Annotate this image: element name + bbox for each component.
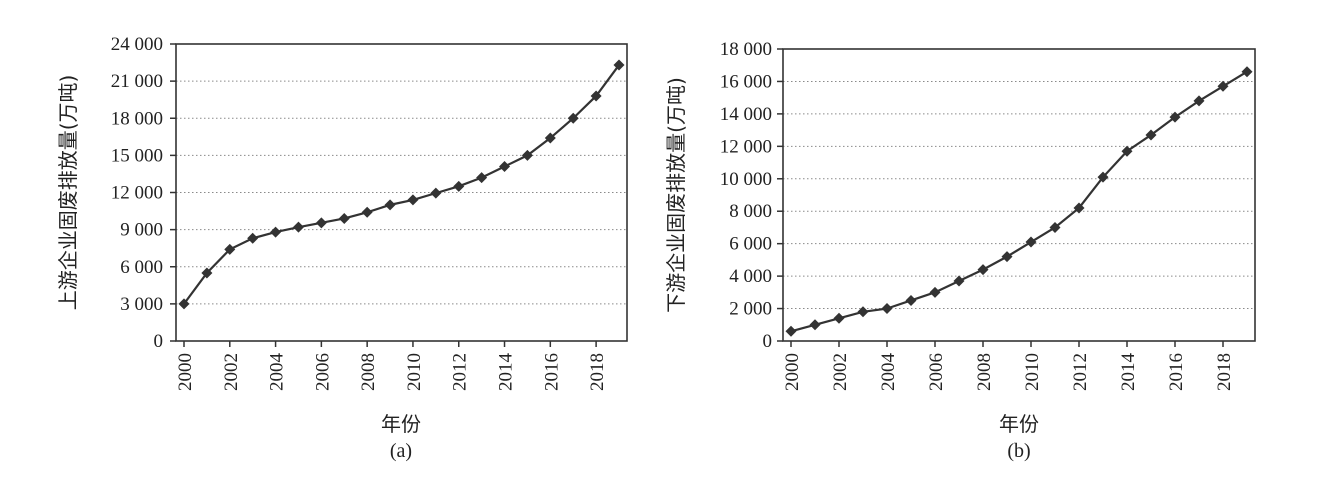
chart-b-ytick-label: 16 000 <box>720 71 772 92</box>
chart-b-data-point <box>1097 171 1109 183</box>
chart-b: 0 2 000 4 000 6 000 8 000 10 000 12 000 14 000 1… <box>664 39 1256 462</box>
chart-a-xtick-label: 2004 <box>267 353 288 392</box>
chart-a-xtick-label: 2010 <box>404 353 425 391</box>
chart-a-series-line <box>183 64 620 305</box>
chart-b-data-point <box>785 325 797 337</box>
chart-a-xtick-label: 2000 <box>175 353 196 391</box>
chart-a-data-point <box>178 298 190 310</box>
chart-b-data-point <box>1193 95 1205 107</box>
chart-a-caption: (a) <box>390 440 412 462</box>
chart-a-data-point <box>384 199 396 211</box>
chart-a-data-point <box>201 267 213 279</box>
chart-b-data-point <box>1073 202 1085 214</box>
chart-b-ytick-label: 4 000 <box>729 266 772 287</box>
chart-a-ytick-label: 3 000 <box>120 294 163 315</box>
chart-a-xtick-label: 2018 <box>587 353 608 391</box>
chart-a-data-point <box>521 149 533 161</box>
chart-b-ytick-label: 0 <box>763 331 773 352</box>
chart-a-xtick-label: 2016 <box>541 353 562 391</box>
chart-b-data-point <box>953 275 965 287</box>
chart-b-ytick-label: 10 000 <box>720 169 772 190</box>
chart-b-plot-frame <box>782 48 1256 342</box>
chart-b-data-point <box>1121 145 1133 157</box>
chart-b-ytick-label: 18 000 <box>720 39 772 60</box>
chart-a-data-point <box>247 232 259 244</box>
chart-a-xtick-label: 2012 <box>450 353 471 391</box>
chart-a-data-point <box>224 243 236 255</box>
chart-a-data-point <box>544 132 556 144</box>
chart-a-ytick-label: 12 000 <box>111 183 163 204</box>
chart-a-data-point <box>407 194 419 206</box>
chart-b-ytick-label: 2 000 <box>729 299 772 320</box>
chart-b-data-point <box>1049 221 1061 233</box>
chart-a-data-point <box>270 226 282 238</box>
chart-b-xtick-label: 2010 <box>1022 353 1043 391</box>
chart-a-data-point <box>453 180 465 192</box>
chart-b-xtick-label: 2004 <box>878 353 899 392</box>
chart-a-data-point <box>315 217 327 229</box>
chart-b-data-point <box>1169 111 1181 123</box>
chart-b-xtick-label: 2000 <box>782 353 803 391</box>
chart-b-data-point <box>1025 236 1037 248</box>
chart-b-xlabel: 年份 <box>999 412 1039 436</box>
chart-b-ylabel: 下游企业固废排放量(万吨) <box>664 77 688 313</box>
chart-a-xtick-label: 2006 <box>312 353 333 391</box>
chart-a-data-point <box>499 161 511 173</box>
chart-b-series-line <box>790 70 1248 333</box>
chart-a-data-point <box>567 112 579 124</box>
chart-a-ytick-label: 6 000 <box>120 257 163 278</box>
chart-b-caption: (b) <box>1007 440 1030 462</box>
chart-a-xtick-label: 2008 <box>358 353 379 391</box>
chart-b-ytick-label: 8 000 <box>729 201 772 222</box>
chart-b-data-point <box>1001 251 1013 263</box>
chart-b-xtick-label: 2014 <box>1118 353 1139 392</box>
chart-a-data-point <box>430 187 442 199</box>
chart-b-ytick-label: 12 000 <box>720 136 772 157</box>
chart-a-data-point <box>338 212 350 224</box>
chart-a-ytick-label: 18 000 <box>111 108 163 129</box>
chart-b-xtick-label: 2018 <box>1214 353 1235 391</box>
chart-a-xtick-label: 2002 <box>221 353 242 391</box>
chart-b-xtick-label: 2006 <box>926 353 947 391</box>
chart-b-data-point <box>1145 129 1157 141</box>
chart-a-data-point <box>361 206 373 218</box>
chart-b-xtick-label: 2016 <box>1166 353 1187 391</box>
chart-a-data-point <box>613 59 625 71</box>
chart-b-data-point <box>1241 66 1253 78</box>
chart-b-data-point <box>929 286 941 298</box>
chart-a-data-point <box>292 221 304 233</box>
chart-a-ytick-label: 21 000 <box>111 71 163 92</box>
chart-a-data-point <box>476 172 488 184</box>
chart-b-data-point <box>881 303 893 315</box>
chart-b-ytick-label: 14 000 <box>720 104 772 125</box>
chart-b-data-point <box>833 312 845 324</box>
chart-b-data-point <box>809 319 821 331</box>
chart-b-data-point <box>857 306 869 318</box>
chart-b-xtick-label: 2002 <box>830 353 851 391</box>
chart-a-xtick-label: 2014 <box>496 353 517 392</box>
chart-b-ytick-label: 6 000 <box>729 234 772 255</box>
chart-a-ytick-label: 0 <box>154 331 164 352</box>
chart-a-ytick-label: 15 000 <box>111 145 163 166</box>
chart-a-ylabel: 上游企业固废排放量(万吨) <box>56 75 80 311</box>
chart-b-data-point <box>905 294 917 306</box>
chart-b-data-point <box>977 264 989 276</box>
chart-b-xtick-label: 2012 <box>1070 353 1091 391</box>
chart-a: 0 3 000 6 000 9 000 12 000 15 000 18 000 21 000… <box>56 34 628 462</box>
chart-a-ytick-label: 24 000 <box>111 34 163 55</box>
chart-a-xlabel: 年份 <box>381 412 421 436</box>
chart-b-data-point <box>1217 80 1229 92</box>
chart-a-data-point <box>590 90 602 102</box>
chart-a-ytick-label: 9 000 <box>120 220 163 241</box>
chart-b-xtick-label: 2008 <box>974 353 995 391</box>
